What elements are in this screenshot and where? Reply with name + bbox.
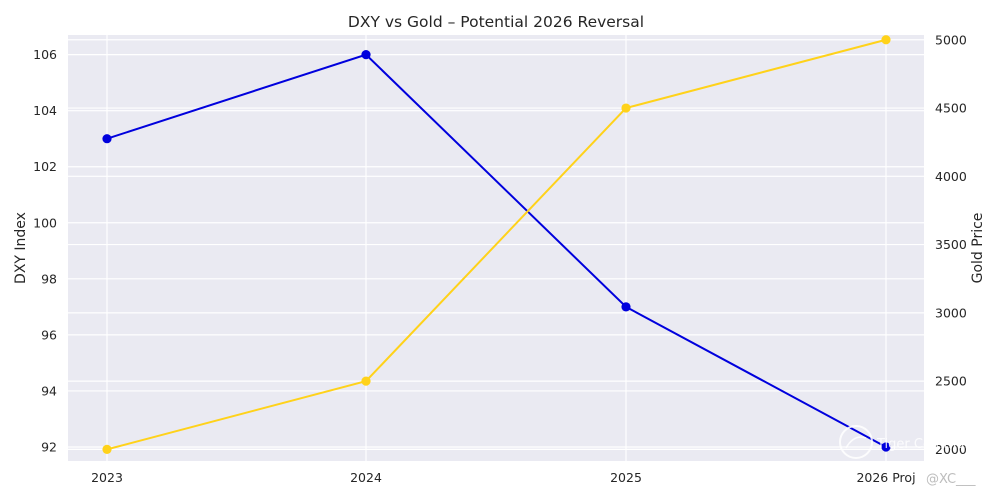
y-right-axis-label: Gold Price <box>970 213 986 284</box>
y-right-tick-label: 2000 <box>935 442 967 457</box>
dxy-line <box>106 53 887 448</box>
y-right-tick-label: 3500 <box>935 237 967 252</box>
grid <box>68 35 924 461</box>
x-tick-label: 2024 <box>350 470 382 485</box>
y-left-tick-label: 102 <box>33 159 57 174</box>
y-left-tick-label: 96 <box>41 327 57 342</box>
gold-point <box>881 35 891 45</box>
y-right-tick-label: 2500 <box>935 374 967 389</box>
x-tick-label: 2023 <box>91 470 123 485</box>
y-right-tick-label: 5000 <box>935 32 967 47</box>
watermark-handle: @XC___ <box>926 472 976 487</box>
gold-line <box>106 38 887 451</box>
plot-area <box>68 35 924 461</box>
y-left-tick-label: 94 <box>41 383 57 398</box>
x-tick-label: 2025 <box>610 470 642 485</box>
y-left-axis-label: DXY Index <box>13 212 29 284</box>
dxy-point <box>361 50 371 60</box>
y-left-tick-label: 98 <box>41 271 57 286</box>
gold-point <box>621 103 631 113</box>
ticks-group: 2023 2024 2025 2026 Proj 92 94 96 98 100 102 104 10… <box>33 32 967 485</box>
y-left-tick-label: 104 <box>33 103 57 118</box>
watermark-logo-swirl <box>845 436 867 449</box>
y-right-tick-label: 3000 <box>935 305 967 320</box>
y-left-tick-label: 92 <box>41 439 57 454</box>
watermark-brand: Tiger Community <box>876 437 989 452</box>
watermark-logo: Tiger Community @XC___ <box>839 425 989 487</box>
dxy-point <box>102 134 112 144</box>
y-left-tick-label: 106 <box>33 47 57 62</box>
watermark-logo-icon <box>839 425 873 459</box>
x-tick-label: 2026 Proj <box>856 470 915 485</box>
gold-point <box>102 444 112 454</box>
chart-title: DXY vs Gold – Potential 2026 Reversal <box>348 13 644 31</box>
dxy-point <box>621 302 631 312</box>
series-group <box>102 35 891 454</box>
y-right-tick-label: 4500 <box>935 101 967 116</box>
gold-point <box>361 376 371 386</box>
y-left-tick-label: 100 <box>33 215 57 230</box>
dxy-point <box>881 442 891 452</box>
y-right-tick-label: 4000 <box>935 169 967 184</box>
